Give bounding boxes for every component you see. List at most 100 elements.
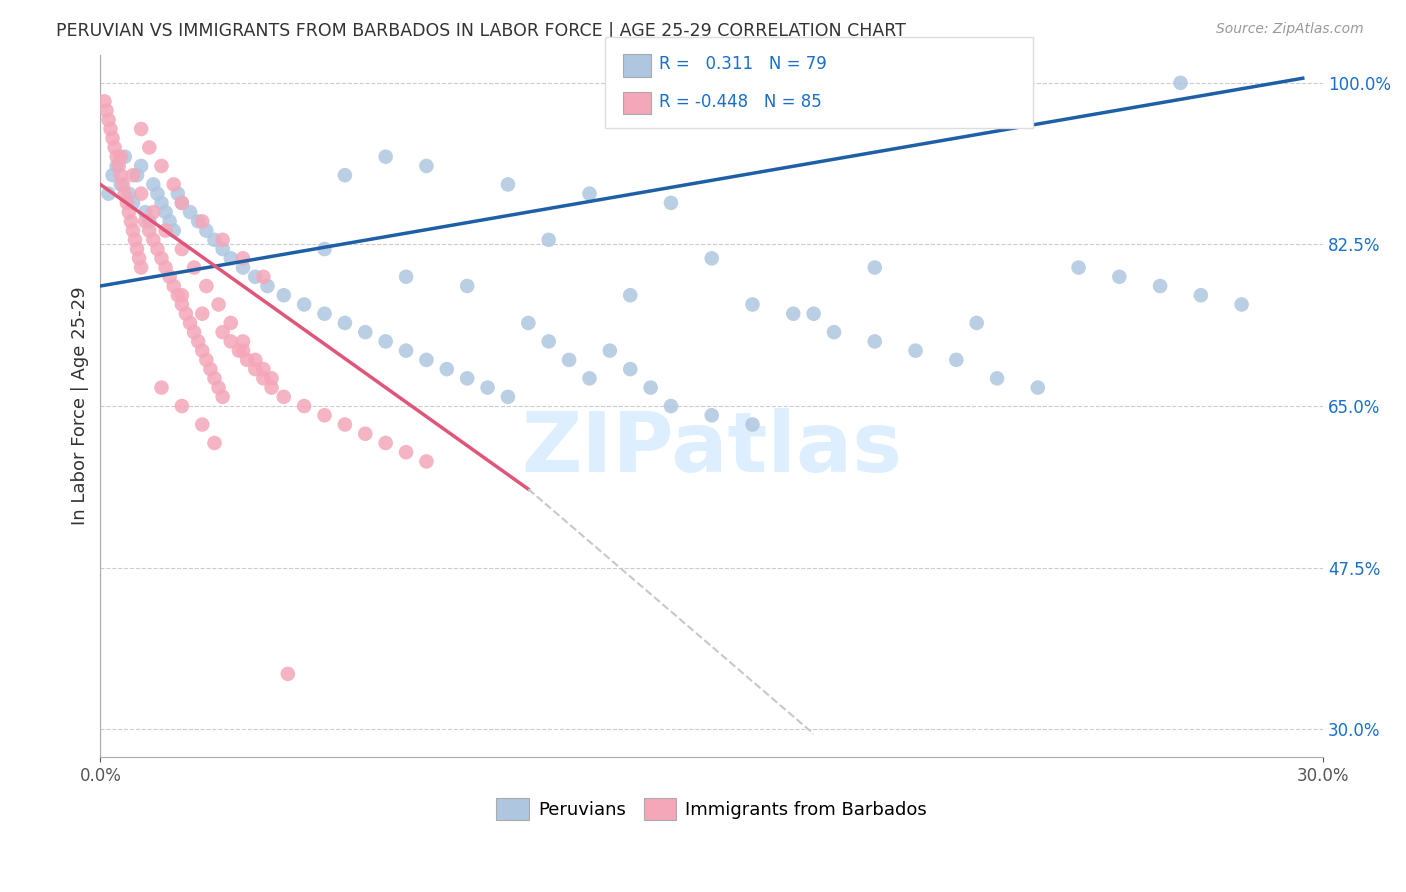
Point	[129, 260, 152, 275]
Point	[122, 224, 145, 238]
Y-axis label: In Labor Force | Age 25-29: In Labor Force | Age 25-29	[72, 286, 89, 525]
Point	[211, 233, 233, 247]
Point	[138, 224, 160, 238]
Point	[1189, 288, 1212, 302]
Point	[1026, 381, 1049, 395]
Point	[537, 233, 560, 247]
Point	[260, 371, 283, 385]
Point	[374, 150, 396, 164]
Point	[163, 178, 186, 192]
Point	[150, 252, 173, 266]
Point	[179, 316, 201, 330]
Point	[138, 140, 160, 154]
Point	[599, 343, 621, 358]
Point	[578, 186, 600, 201]
Point	[273, 390, 295, 404]
Point	[219, 252, 242, 266]
Point	[166, 186, 188, 201]
Point	[436, 362, 458, 376]
Point	[142, 233, 165, 247]
Point	[100, 122, 122, 136]
Point	[97, 112, 120, 127]
Point	[1230, 297, 1253, 311]
Point	[1149, 279, 1171, 293]
Point	[256, 279, 278, 293]
Point	[578, 371, 600, 385]
Point	[863, 260, 886, 275]
Point	[129, 122, 152, 136]
Point	[170, 288, 193, 302]
Point	[170, 399, 193, 413]
Point	[170, 195, 193, 210]
Point	[517, 316, 540, 330]
Point	[150, 159, 173, 173]
Point	[114, 186, 136, 201]
Point	[333, 417, 356, 432]
Point	[395, 445, 418, 459]
Point	[105, 159, 128, 173]
Point	[200, 362, 222, 376]
Point	[96, 103, 118, 118]
Text: ZIPatlas: ZIPatlas	[522, 408, 903, 489]
Point	[122, 195, 145, 210]
Point	[93, 95, 115, 109]
Point	[945, 352, 967, 367]
Point	[277, 666, 299, 681]
Point	[195, 279, 218, 293]
Point	[374, 436, 396, 450]
Point	[125, 242, 148, 256]
Point	[374, 334, 396, 349]
Point	[333, 168, 356, 182]
Point	[183, 325, 205, 339]
Point	[150, 195, 173, 210]
Point	[558, 352, 581, 367]
Point	[314, 409, 336, 423]
Point	[155, 260, 177, 275]
Point	[101, 168, 124, 182]
Point	[314, 307, 336, 321]
Point	[228, 343, 250, 358]
Point	[823, 325, 845, 339]
Point	[146, 242, 169, 256]
Point	[211, 390, 233, 404]
Point	[107, 159, 129, 173]
Point	[314, 242, 336, 256]
Point	[803, 307, 825, 321]
Point	[110, 168, 132, 182]
Point	[1067, 260, 1090, 275]
Text: R = -0.448   N = 85: R = -0.448 N = 85	[659, 93, 823, 111]
Point	[122, 168, 145, 182]
Point	[134, 205, 156, 219]
Point	[105, 150, 128, 164]
Point	[204, 436, 226, 450]
Point	[191, 417, 214, 432]
Point	[170, 195, 193, 210]
Point	[129, 159, 152, 173]
Point	[159, 214, 181, 228]
Point	[179, 205, 201, 219]
Point	[232, 252, 254, 266]
Point	[292, 399, 315, 413]
Point	[260, 381, 283, 395]
Point	[496, 390, 519, 404]
Point	[659, 399, 682, 413]
Point	[120, 214, 142, 228]
Point	[191, 343, 214, 358]
Point	[150, 381, 173, 395]
Point	[395, 269, 418, 284]
Point	[986, 371, 1008, 385]
Point	[333, 316, 356, 330]
Point	[118, 186, 141, 201]
Point	[195, 224, 218, 238]
Point	[292, 297, 315, 311]
Point	[741, 417, 763, 432]
Point	[138, 214, 160, 228]
Point	[904, 343, 927, 358]
Point	[146, 186, 169, 201]
Point	[204, 233, 226, 247]
Point	[195, 352, 218, 367]
Point	[128, 252, 150, 266]
Point	[619, 288, 641, 302]
Point	[170, 242, 193, 256]
Point	[118, 205, 141, 219]
